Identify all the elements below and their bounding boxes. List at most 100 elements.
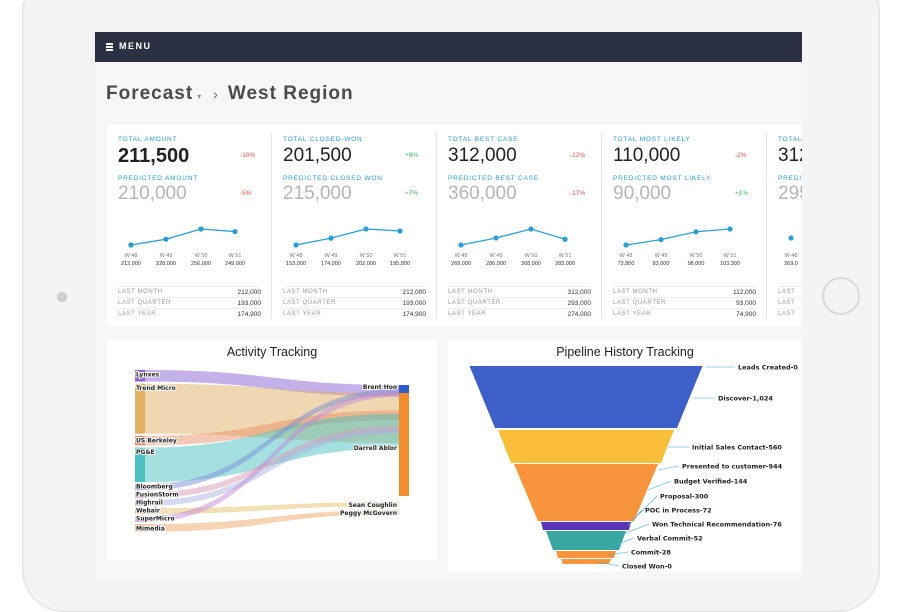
history-value: 193,000 xyxy=(402,300,427,307)
sparkline-point[interactable] xyxy=(693,229,699,235)
sankey-source-node[interactable] xyxy=(135,492,145,499)
caret-down-icon[interactable]: ▾ xyxy=(197,91,202,101)
sankey-source-node[interactable] xyxy=(135,516,145,522)
funnel-stage-label: Commit-28 xyxy=(631,549,671,557)
sparkline-point[interactable] xyxy=(562,236,568,242)
kpi-predicted-label: PREDICTED MOST LIKELY xyxy=(613,175,712,182)
funnel-stage[interactable] xyxy=(546,531,626,550)
sankey-link[interactable] xyxy=(145,370,399,397)
sankey-source-node[interactable] xyxy=(135,447,145,483)
top-bar: MENU xyxy=(95,32,802,62)
sparkline-point[interactable] xyxy=(528,226,534,232)
week-value: 72,800 xyxy=(618,261,635,267)
funnel-leader-line xyxy=(617,523,650,537)
funnel-stage[interactable] xyxy=(561,559,611,564)
sankey-source-node[interactable] xyxy=(135,484,145,491)
menu-label[interactable]: MENU xyxy=(119,41,152,51)
week-label: W 50 xyxy=(195,253,208,259)
kpi-label: TOTAL CLOSED-WON xyxy=(283,136,363,143)
kpi-label: TOTAL MOST LIKELY xyxy=(613,136,691,143)
sparkline-point[interactable] xyxy=(658,237,664,243)
sankey-link[interactable] xyxy=(145,427,399,507)
funnel-stage[interactable] xyxy=(469,366,703,428)
sankey-source-label: Lynxes xyxy=(136,372,160,379)
sparkline-point[interactable] xyxy=(163,236,169,242)
sparkline-point[interactable] xyxy=(293,242,299,248)
history-label: LAST QUARTER xyxy=(448,300,501,306)
sankey-target-node[interactable] xyxy=(399,393,409,496)
sparkline-point[interactable] xyxy=(493,235,499,241)
sankey-link[interactable] xyxy=(145,510,399,532)
sparkline-point[interactable] xyxy=(232,228,238,235)
week-label: W 49 xyxy=(490,253,503,259)
funnel-stage[interactable] xyxy=(556,551,616,558)
history-divider xyxy=(448,308,591,309)
funnel-stage-label: Presented to customer-944 xyxy=(682,463,783,471)
kpi-predicted-value: 90,000 xyxy=(613,183,672,204)
funnel-stage-label: Budget Verified-144 xyxy=(674,478,748,486)
sankey-target-label: Sean Coughlin xyxy=(348,502,397,509)
sparkline-point[interactable] xyxy=(198,226,204,232)
funnel-stage[interactable] xyxy=(498,430,674,463)
sparkline-point[interactable] xyxy=(788,235,794,241)
sankey-link[interactable] xyxy=(145,502,399,514)
funnel-stage[interactable] xyxy=(541,522,631,530)
sankey-link[interactable] xyxy=(145,389,399,491)
sankey-link[interactable] xyxy=(145,413,399,483)
sankey-source-node[interactable] xyxy=(135,524,145,532)
kpi-predicted-label: PREDICTED AMOUNT xyxy=(118,175,198,182)
sankey-source-label: Trend Micro xyxy=(136,385,176,392)
breadcrumb: Forecast ▾ › West Region xyxy=(106,82,354,106)
kpi-card: TOTAL MOST LIKELY 110,000 -2% PREDICTED MOS… xyxy=(602,125,766,326)
camera-dot xyxy=(57,292,67,302)
kpi-sparkline: W 48 153,000 W 49 174,000 W 50 202,000 W 51 195… xyxy=(286,226,410,267)
history-value: 93,000 xyxy=(736,300,756,307)
home-button[interactable] xyxy=(822,277,860,315)
history-divider xyxy=(613,297,756,298)
sankey-link[interactable] xyxy=(145,425,399,499)
sparkline-point[interactable] xyxy=(623,242,629,248)
kpi-card: TOTAL BEST CASE 312,000 -12% PREDICTED BEST… xyxy=(437,125,601,326)
week-value: 212,000 xyxy=(121,261,141,267)
week-label: W 50 xyxy=(525,253,538,259)
week-value: 202,000 xyxy=(356,261,376,267)
history-value: 174,900 xyxy=(402,311,427,318)
breadcrumb-forecast[interactable]: Forecast xyxy=(106,83,194,104)
sankey-source-label: Bloomberg xyxy=(136,484,173,491)
activity-tracking-title: Activity Tracking xyxy=(226,345,318,359)
funnel-stage-label: Initial Sales Contact-560 xyxy=(692,444,782,452)
history-label: LAST YEAR xyxy=(448,311,487,317)
history-divider xyxy=(283,297,426,298)
sparkline-point[interactable] xyxy=(397,228,403,234)
kpi-divider xyxy=(601,133,602,319)
kpi-change-badge: -10% xyxy=(240,152,256,159)
pipeline-history-panel: Pipeline History Tracking Leads Created-… xyxy=(448,340,802,572)
funnel-stage-label: Closed Won-0 xyxy=(622,563,672,571)
week-value: 249,000 xyxy=(225,261,245,267)
hamburger-menu-icon[interactable] xyxy=(106,43,113,51)
sparkline-point[interactable] xyxy=(328,235,334,241)
history-divider xyxy=(448,297,591,298)
history-value: 212,000 xyxy=(402,289,427,296)
sankey-target-label: Brent Hoo xyxy=(363,384,397,391)
sparkline-point[interactable] xyxy=(727,226,733,232)
sankey-target-node[interactable] xyxy=(399,385,409,399)
sankey-source-node[interactable] xyxy=(135,435,145,446)
week-value: 153,000 xyxy=(286,261,306,267)
sparkline-point[interactable] xyxy=(128,242,134,248)
sankey-source-node[interactable] xyxy=(135,500,145,507)
funnel-stage[interactable] xyxy=(514,464,658,521)
kpi-label: TOTAL BEST CASE xyxy=(448,136,519,143)
sankey-source-node[interactable] xyxy=(135,370,145,382)
kpi-predicted-change-badge: -5% xyxy=(240,190,252,197)
week-value: 269,0 xyxy=(784,261,798,267)
history-label: LAST MONTH xyxy=(448,289,493,295)
sparkline-series xyxy=(130,228,236,246)
sankey-link[interactable] xyxy=(145,391,399,522)
sparkline-point[interactable] xyxy=(458,242,464,248)
sankey-source-node[interactable] xyxy=(135,383,145,434)
kpi-predicted-value: 295 xyxy=(778,183,802,204)
sankey-source-node[interactable] xyxy=(135,508,145,514)
kpi-total-value: 110,000 xyxy=(613,145,681,166)
sparkline-point[interactable] xyxy=(363,226,369,232)
